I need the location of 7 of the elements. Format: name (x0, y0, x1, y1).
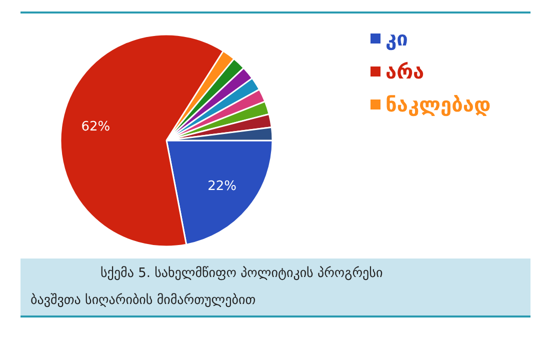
text: ბავშვთა სიღარიბის მიმართულებით (30, 293, 256, 308)
legend-label: ნაკლებად (386, 92, 491, 116)
data-label: 22% (208, 178, 236, 194)
legend-label: არა (386, 60, 424, 84)
text: სქემა 5. სახელმწიფო პოლიტიკის პროგრესი (100, 266, 383, 281)
legend-label: კი (386, 26, 408, 50)
data-label: 62% (81, 119, 110, 134)
